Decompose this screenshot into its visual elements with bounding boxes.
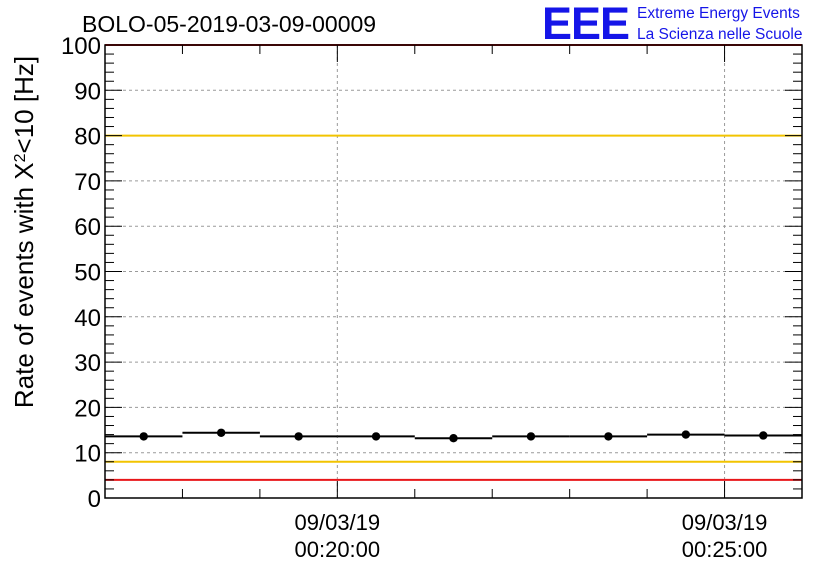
y-tick-label: 100 [61, 33, 101, 60]
data-layer [105, 428, 802, 443]
x-tick-date-label: 09/03/19 [295, 510, 381, 535]
data-point [449, 434, 458, 443]
y-tick-label: 30 [74, 350, 101, 377]
y-axis-label-base: Rate of events with X [9, 162, 39, 408]
data-point [294, 432, 303, 441]
y-axis-label: Rate of events with X2<10 [Hz] [9, 56, 39, 408]
eee-logo: EEE Extreme Energy Events La Scienza nel… [542, 0, 802, 49]
y-tick-label: 80 [74, 124, 101, 151]
chart-title: BOLO-05-2019-03-09-00009 [82, 11, 376, 37]
logo-line2: La Scienza nelle Scuole [637, 26, 802, 43]
logo-letters: EEE [542, 0, 629, 49]
y-tick-label: 90 [74, 78, 101, 105]
data-point [139, 432, 148, 441]
y-tick-label: 20 [74, 395, 101, 422]
data-point [526, 432, 536, 441]
x-tick-time-label: 00:20:00 [295, 537, 381, 562]
y-axis-label-tail: <10 [Hz] [9, 56, 39, 154]
data-point [216, 428, 226, 437]
data-point [759, 431, 768, 440]
y-tick-label: 70 [74, 169, 101, 196]
y-tick-label: 40 [74, 305, 101, 332]
y-axis-label-superscript: 2 [12, 153, 29, 162]
y-tick-label: 50 [74, 260, 101, 287]
y-tick-label: 0 [88, 486, 101, 513]
axis-layer: 010203040506070809010009/03/1900:20:0009… [61, 33, 803, 562]
data-point [681, 430, 691, 439]
y-tick-label: 10 [74, 441, 101, 468]
logo-line1: Extreme Energy Events [637, 5, 800, 22]
x-tick-time-label: 00:25:00 [682, 537, 768, 562]
data-point [604, 432, 613, 441]
y-tick-label: 60 [74, 214, 101, 241]
x-tick-date-label: 09/03/19 [682, 510, 768, 535]
data-point [371, 432, 381, 441]
